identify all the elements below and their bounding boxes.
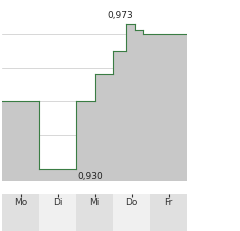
- Text: 0,973: 0,973: [108, 11, 133, 20]
- Text: 0,930: 0,930: [77, 171, 103, 180]
